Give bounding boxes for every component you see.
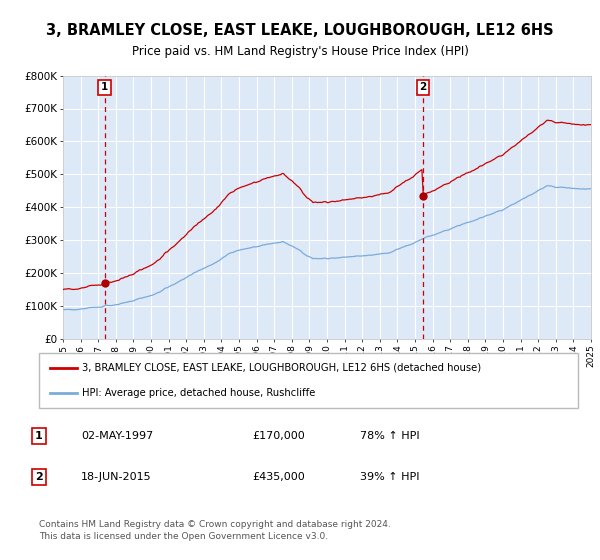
Text: 2: 2 [35, 472, 43, 482]
Text: 2: 2 [419, 82, 427, 92]
Text: 39% ↑ HPI: 39% ↑ HPI [360, 472, 419, 482]
Text: 1: 1 [101, 82, 109, 92]
Text: Contains HM Land Registry data © Crown copyright and database right 2024.
This d: Contains HM Land Registry data © Crown c… [39, 520, 391, 541]
Text: £170,000: £170,000 [252, 431, 305, 441]
Text: 3, BRAMLEY CLOSE, EAST LEAKE, LOUGHBOROUGH, LE12 6HS (detached house): 3, BRAMLEY CLOSE, EAST LEAKE, LOUGHBOROU… [82, 362, 482, 372]
Text: 18-JUN-2015: 18-JUN-2015 [81, 472, 152, 482]
Text: 78% ↑ HPI: 78% ↑ HPI [360, 431, 419, 441]
Text: HPI: Average price, detached house, Rushcliffe: HPI: Average price, detached house, Rush… [82, 389, 316, 399]
Text: Price paid vs. HM Land Registry's House Price Index (HPI): Price paid vs. HM Land Registry's House … [131, 45, 469, 58]
Text: 02-MAY-1997: 02-MAY-1997 [81, 431, 153, 441]
FancyBboxPatch shape [39, 353, 578, 408]
Text: 3, BRAMLEY CLOSE, EAST LEAKE, LOUGHBOROUGH, LE12 6HS: 3, BRAMLEY CLOSE, EAST LEAKE, LOUGHBOROU… [46, 24, 554, 38]
Text: £435,000: £435,000 [252, 472, 305, 482]
Text: 1: 1 [35, 431, 43, 441]
